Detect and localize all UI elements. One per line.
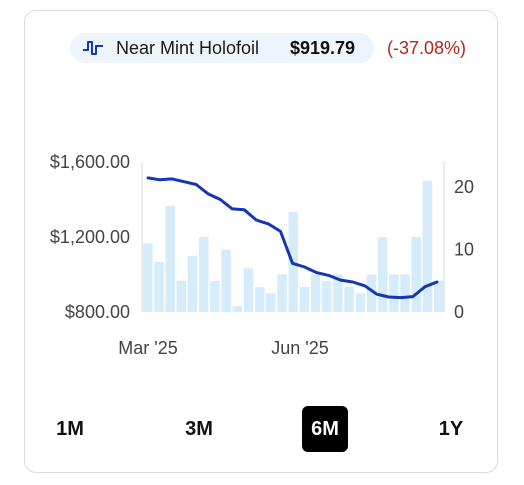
- volume-bar: [333, 274, 343, 312]
- volume-bar: [422, 180, 433, 313]
- range-button-1y[interactable]: 1Y: [438, 417, 464, 440]
- volume-bar: [165, 205, 175, 313]
- volume-bar: [143, 243, 153, 313]
- step-line-icon: [83, 41, 103, 55]
- volume-bar: [187, 255, 198, 313]
- right-axis-tick-label: 20: [454, 177, 474, 197]
- volume-bar: [344, 287, 354, 312]
- volume-bar: [366, 274, 377, 312]
- volume-bar: [243, 268, 254, 313]
- volume-bar: [277, 274, 287, 312]
- volume-bar: [221, 249, 231, 312]
- price-line: [146, 176, 439, 300]
- range-button-6m[interactable]: 6M: [302, 406, 348, 452]
- left-axis-tick-label: $1,600.00: [50, 152, 130, 172]
- volume-bar: [176, 280, 187, 313]
- volume-bar: [411, 237, 421, 312]
- left-axis-tick-label: $1,200.00: [50, 227, 130, 247]
- volume-bar: [210, 280, 220, 313]
- range-button-3m[interactable]: 3M: [185, 417, 213, 440]
- volume-bar: [377, 237, 388, 312]
- volume-bar: [310, 274, 321, 312]
- volume-bar: [322, 280, 332, 313]
- volume-bar: [232, 305, 243, 313]
- x-axis-tick-label: Mar '25: [118, 338, 177, 358]
- volume-bar: [266, 293, 276, 313]
- volume-bar: [254, 287, 265, 312]
- volume-bar: [299, 287, 310, 312]
- price-change-percent: (-37.08%): [387, 38, 467, 58]
- volume-bar: [400, 274, 410, 312]
- volume-bar: [198, 237, 209, 312]
- range-button-1m[interactable]: 1M: [56, 417, 84, 440]
- legend-series-name: Near Mint Holofoil: [116, 38, 260, 58]
- volume-bar: [355, 293, 366, 313]
- left-axis-tick-label: $800.00: [65, 302, 130, 322]
- legend-item[interactable]: [70, 33, 374, 63]
- volume-bar: [154, 262, 164, 312]
- volume-bar: [433, 280, 444, 313]
- right-axis-tick-label: 0: [454, 302, 464, 322]
- volume-bar: [389, 274, 399, 312]
- volume-bars: [143, 180, 444, 313]
- current-price: $919.79: [290, 38, 356, 58]
- right-axis-tick-label: 10: [454, 240, 474, 260]
- x-axis-tick-label: Jun '25: [271, 338, 328, 358]
